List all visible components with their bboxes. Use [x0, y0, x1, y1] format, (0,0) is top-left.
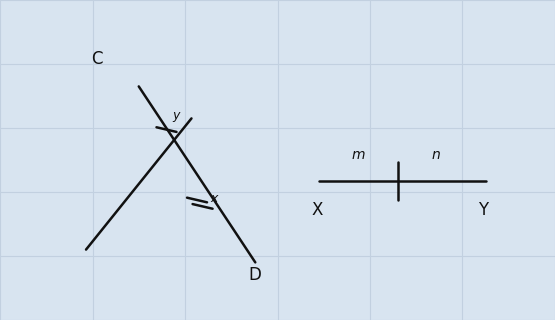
Text: m: m	[351, 148, 365, 162]
Text: C: C	[92, 50, 103, 68]
Text: X: X	[312, 201, 323, 219]
Text: n: n	[431, 148, 440, 162]
Text: D: D	[249, 266, 262, 284]
Text: y: y	[173, 109, 180, 122]
Text: Y: Y	[478, 201, 488, 219]
Text: x: x	[210, 192, 218, 205]
